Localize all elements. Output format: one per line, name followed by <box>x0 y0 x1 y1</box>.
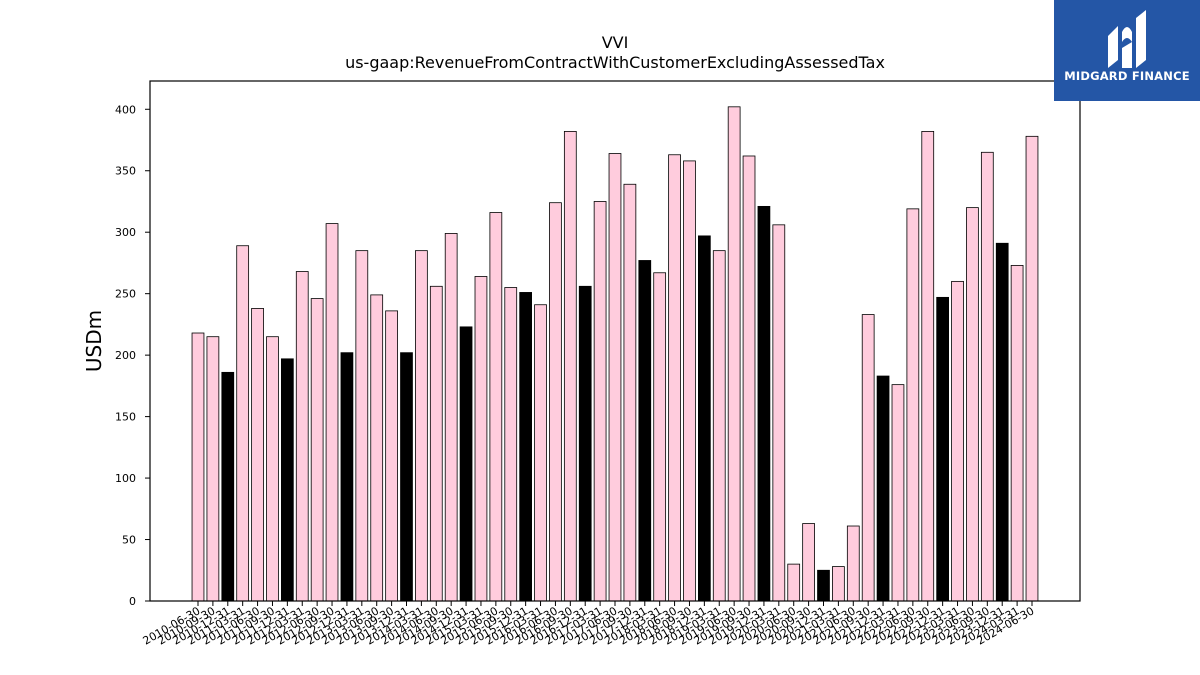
bar-2016-06-30 <box>549 202 562 602</box>
bar-2024-03-31 <box>1010 264 1024 602</box>
y-tick-label: 50 <box>122 534 136 547</box>
bar-2010-06-30 <box>191 332 205 602</box>
bar-2023-12-31 <box>995 242 1009 602</box>
bar-2012-03-31 <box>295 271 309 602</box>
bar-2019-03-31 <box>712 250 726 602</box>
bar-2012-06-30 <box>310 298 324 602</box>
bar-2012-12-31 <box>340 352 354 602</box>
brand-name: MIDGARD FINANCE <box>1064 69 1190 83</box>
bar-2020-06-30 <box>787 563 801 602</box>
bar-2015-06-30 <box>489 212 503 602</box>
bar-2016-09-30 <box>563 130 577 602</box>
chart-subtitle: us-gaap:RevenueFromContractWithCustomerE… <box>345 53 885 72</box>
plot-frame <box>149 80 1081 602</box>
y-tick-label: 300 <box>115 226 136 239</box>
bar-2021-06-30 <box>846 525 860 602</box>
chart-title: VVI <box>602 33 629 52</box>
bar-2017-12-31 <box>638 260 652 602</box>
bar-2021-12-31 <box>876 375 890 602</box>
y-tick-label: 200 <box>115 349 136 362</box>
x-axis: 2010-06-302010-09-302010-12-312011-03-31… <box>141 601 1037 648</box>
bar-2022-09-30 <box>921 130 935 602</box>
bar-2023-06-30 <box>966 207 979 602</box>
bar-2011-03-31 <box>236 245 250 602</box>
bar-2020-12-31 <box>817 569 830 602</box>
bar-2014-09-30 <box>444 233 458 602</box>
bar-2018-12-31 <box>698 235 711 602</box>
y-tick-label: 150 <box>115 411 136 424</box>
bar-2013-06-30 <box>370 294 384 602</box>
bar-2014-12-31 <box>459 326 473 602</box>
bar-2018-09-30 <box>683 160 696 602</box>
y-tick-label: 400 <box>115 103 136 116</box>
bar-2024-06-30 <box>1025 135 1039 602</box>
bar-2018-06-30 <box>668 154 681 602</box>
bars-group <box>191 106 1039 602</box>
bar-2014-03-31 <box>415 250 428 602</box>
y-tick-label: 100 <box>115 472 136 485</box>
bar-2015-03-31 <box>474 276 488 602</box>
bar-2016-03-31 <box>534 304 547 602</box>
y-tick-label: 350 <box>115 165 136 178</box>
bar-2015-09-30 <box>504 287 518 602</box>
bar-2019-09-30 <box>742 155 756 602</box>
bar-2019-06-30 <box>727 106 741 602</box>
y-axis: 0 50 100 150 200 250 300 350 400 <box>115 103 150 608</box>
bar-2012-09-30 <box>325 223 339 602</box>
bar-2010-12-31 <box>221 371 235 602</box>
bar-2017-06-30 <box>608 153 622 602</box>
bar-2021-09-30 <box>861 314 875 602</box>
bar-2022-03-31 <box>891 384 905 602</box>
bar-2017-03-31 <box>593 201 607 602</box>
bar-2019-12-31 <box>757 205 771 602</box>
y-tick-label: 250 <box>115 288 136 301</box>
bar-2011-12-31 <box>280 358 294 602</box>
bar-2015-12-31 <box>519 292 533 602</box>
bar-2017-09-30 <box>623 183 637 602</box>
bar-2023-03-31 <box>951 280 964 602</box>
bar-2013-12-31 <box>400 352 413 602</box>
bar-2011-09-30 <box>266 336 279 602</box>
bar-2011-06-30 <box>251 308 264 602</box>
bar-2014-06-30 <box>429 285 443 602</box>
logo-mark-icon <box>1108 10 1146 68</box>
y-axis-label: USDm <box>82 310 106 372</box>
bar-2021-03-31 <box>832 566 845 602</box>
bar-2018-03-31 <box>653 272 667 602</box>
bar-2023-09-30 <box>980 151 994 602</box>
bar-2022-06-30 <box>906 208 920 602</box>
bar-2013-09-30 <box>385 310 398 602</box>
bar-2022-12-31 <box>936 296 950 602</box>
y-tick-label: 0 <box>129 595 136 608</box>
bar-2013-03-31 <box>355 250 369 602</box>
bar-2010-09-30 <box>206 336 220 602</box>
bar-2016-12-31 <box>578 285 592 602</box>
brand-logo: MIDGARD FINANCE <box>1054 0 1200 101</box>
bar-2020-09-30 <box>802 523 815 602</box>
bar-2020-03-31 <box>772 224 786 602</box>
